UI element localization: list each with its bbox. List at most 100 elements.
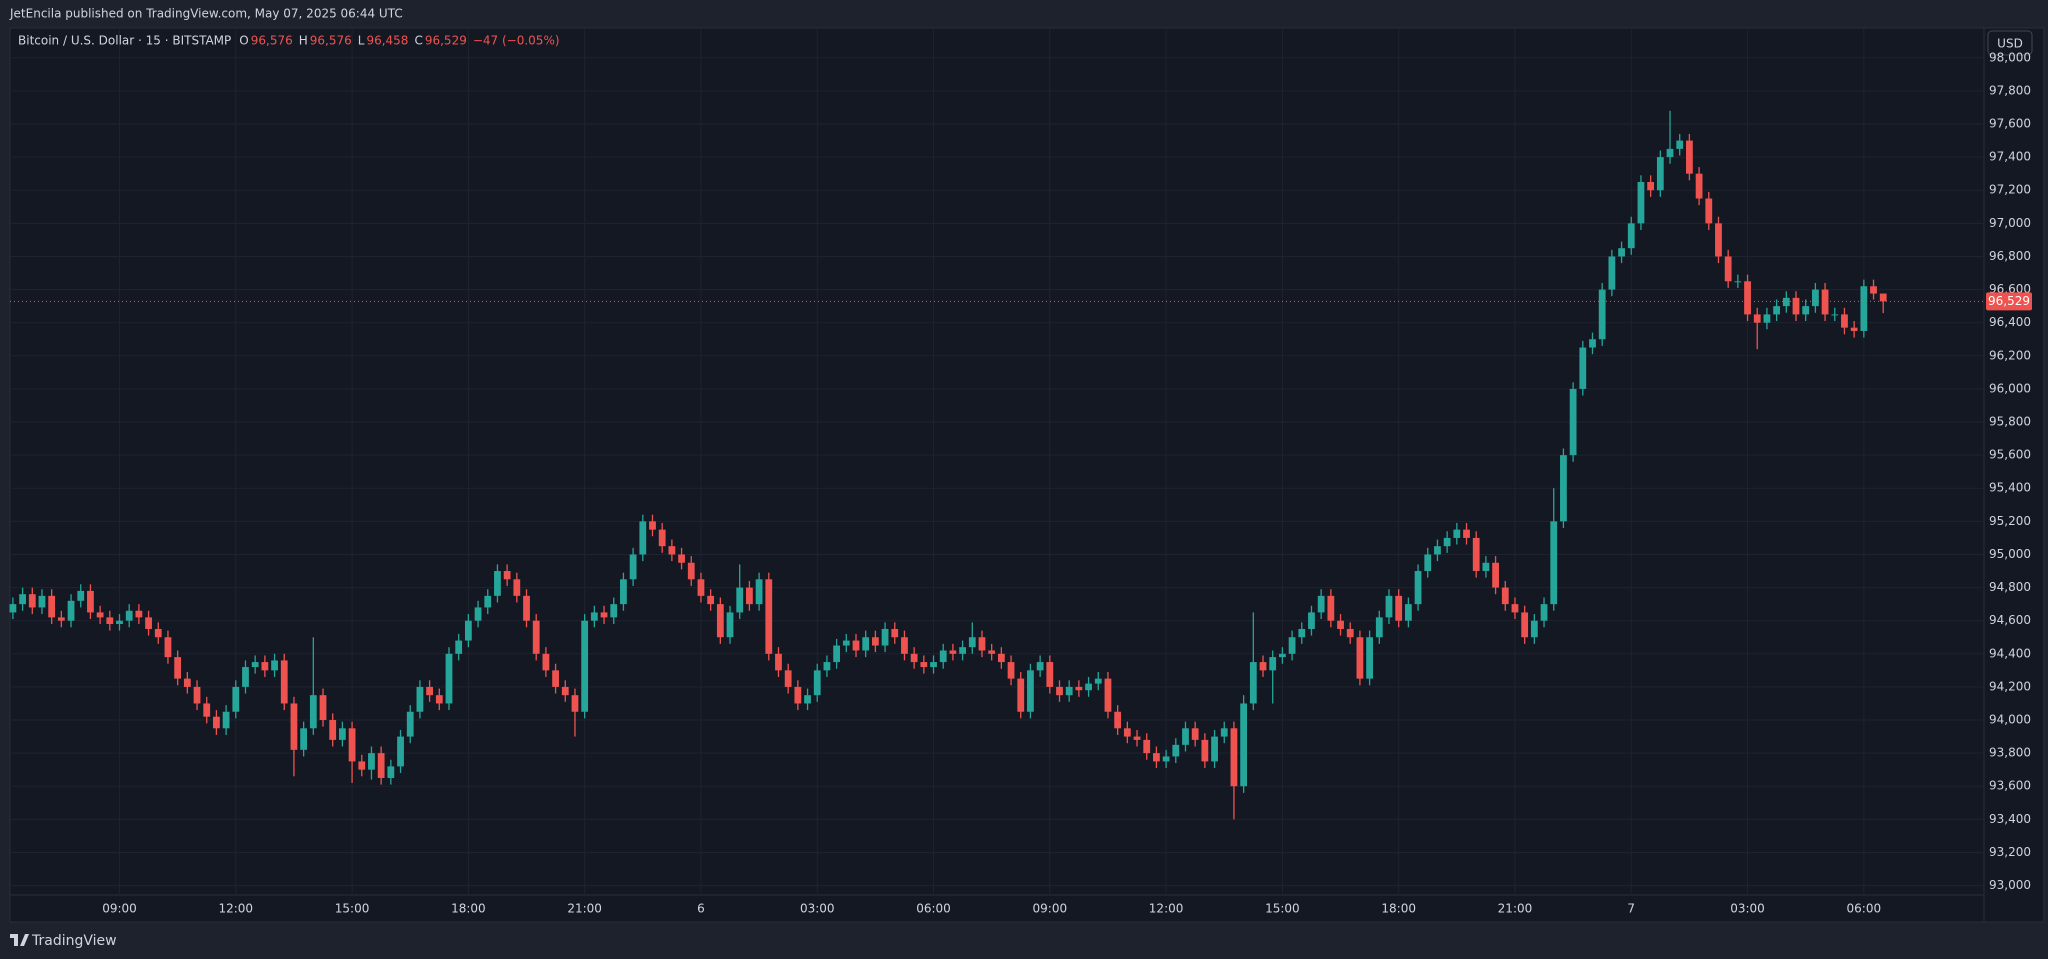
- candle-body: [1085, 683, 1092, 691]
- candle-body: [1705, 198, 1713, 224]
- y-tick-label: 97,400: [1989, 150, 2031, 164]
- candle-body: [1279, 653, 1286, 658]
- candle-body: [1346, 628, 1354, 638]
- x-tick-label: 12:00: [1149, 902, 1184, 916]
- candle-body: [668, 546, 676, 555]
- candle-body: [1870, 286, 1877, 294]
- y-tick-label: 94,200: [1989, 679, 2031, 693]
- candle-body: [1773, 306, 1781, 315]
- candles: [9, 110, 1887, 820]
- candle-body: [1201, 739, 1209, 762]
- candle-body: [1715, 223, 1722, 257]
- candle-body: [1288, 637, 1296, 654]
- candle-body: [716, 604, 724, 638]
- y-tick-label: 95,400: [1989, 481, 2031, 495]
- candle-body: [1695, 173, 1703, 199]
- candle-body: [9, 604, 17, 613]
- candle-body: [1375, 617, 1383, 638]
- candle-body: [1589, 339, 1596, 348]
- x-tick-label: 03:00: [1730, 902, 1765, 916]
- candle-body: [1492, 562, 1499, 588]
- currency-button[interactable]: [1987, 30, 2033, 56]
- candle-body: [1172, 744, 1180, 757]
- candle-body: [513, 579, 521, 596]
- candle-body: [1211, 736, 1218, 762]
- candle-body: [426, 686, 433, 696]
- attribution: JetEncila published on TradingView.com, …: [9, 7, 403, 21]
- x-tick-label: 06:00: [1847, 902, 1882, 916]
- candle-body: [1414, 571, 1422, 605]
- candle-body: [1530, 620, 1538, 638]
- candle-body: [232, 686, 240, 712]
- candle-body: [871, 637, 879, 646]
- currency[interactable]: USD: [1997, 37, 2023, 51]
- candle-body: [1501, 587, 1509, 605]
- candle-body: [1123, 728, 1131, 737]
- candle-body: [77, 590, 85, 601]
- candle-body: [687, 562, 695, 580]
- candle-body: [135, 610, 143, 618]
- candle-body: [397, 736, 404, 767]
- candle-body: [96, 612, 104, 618]
- candle-body: [1627, 223, 1635, 249]
- candle-body: [862, 637, 870, 651]
- candle-body: [1637, 181, 1645, 224]
- candle-body: [881, 628, 889, 646]
- candle-body: [1521, 612, 1529, 638]
- candle-body: [1230, 728, 1238, 787]
- candle-body: [794, 686, 802, 704]
- candle-body: [1337, 620, 1344, 629]
- logo: [10, 934, 29, 946]
- x-tick-label: 18:00: [451, 902, 486, 916]
- candle-body: [183, 678, 191, 687]
- candle-body: [503, 571, 511, 580]
- candle-body: [48, 595, 56, 618]
- candle-body: [1104, 678, 1112, 712]
- candle-body: [67, 600, 75, 621]
- candle-body: [416, 686, 424, 712]
- candle-body: [1434, 546, 1441, 555]
- y-tick-label: 96,200: [1989, 348, 2031, 362]
- candle-body: [435, 695, 443, 704]
- candle-body: [697, 579, 705, 596]
- candle-body: [1753, 314, 1761, 323]
- candle-body: [1550, 521, 1558, 605]
- x-tick-label: 09:00: [1033, 902, 1068, 916]
- candle-body: [261, 662, 269, 671]
- x-tick-label: 15:00: [335, 902, 370, 916]
- candle-body: [1676, 140, 1684, 149]
- candle-body: [1075, 686, 1083, 691]
- candle-body: [930, 662, 937, 668]
- candle-body: [639, 521, 647, 555]
- ohlc-value: 96,529: [425, 34, 467, 48]
- candle-body: [280, 660, 288, 704]
- x-tick-label: 21:00: [1498, 902, 1533, 916]
- candle-body: [1056, 686, 1063, 696]
- y-tick-label: 93,200: [1989, 845, 2031, 859]
- candle-body: [833, 645, 841, 663]
- candle-body: [19, 594, 26, 605]
- candle-body: [1831, 314, 1839, 316]
- ohlc-key: O: [239, 34, 248, 48]
- candle-body: [1317, 595, 1325, 613]
- candle-body: [474, 607, 482, 621]
- candle-body: [813, 670, 821, 696]
- candle-body: [1220, 728, 1228, 737]
- candle-body: [823, 662, 831, 671]
- candle-body: [1463, 529, 1470, 538]
- last-price-tag: [1986, 292, 2032, 311]
- candle-body: [87, 590, 94, 613]
- y-tick-label: 93,600: [1989, 779, 2031, 793]
- ohlc-key: L: [358, 34, 365, 48]
- y-tick-label: 97,000: [1989, 216, 2031, 230]
- y-tick-label: 97,800: [1989, 83, 2031, 97]
- candle-body: [552, 670, 559, 687]
- candle-body: [1618, 248, 1625, 257]
- y-tick-label: 95,800: [1989, 415, 2031, 429]
- candle-body: [1802, 306, 1810, 315]
- candle-body: [1860, 286, 1868, 331]
- candle-body: [1744, 281, 1751, 315]
- ohlc-value: 96,576: [310, 34, 352, 48]
- candle-body: [707, 595, 715, 605]
